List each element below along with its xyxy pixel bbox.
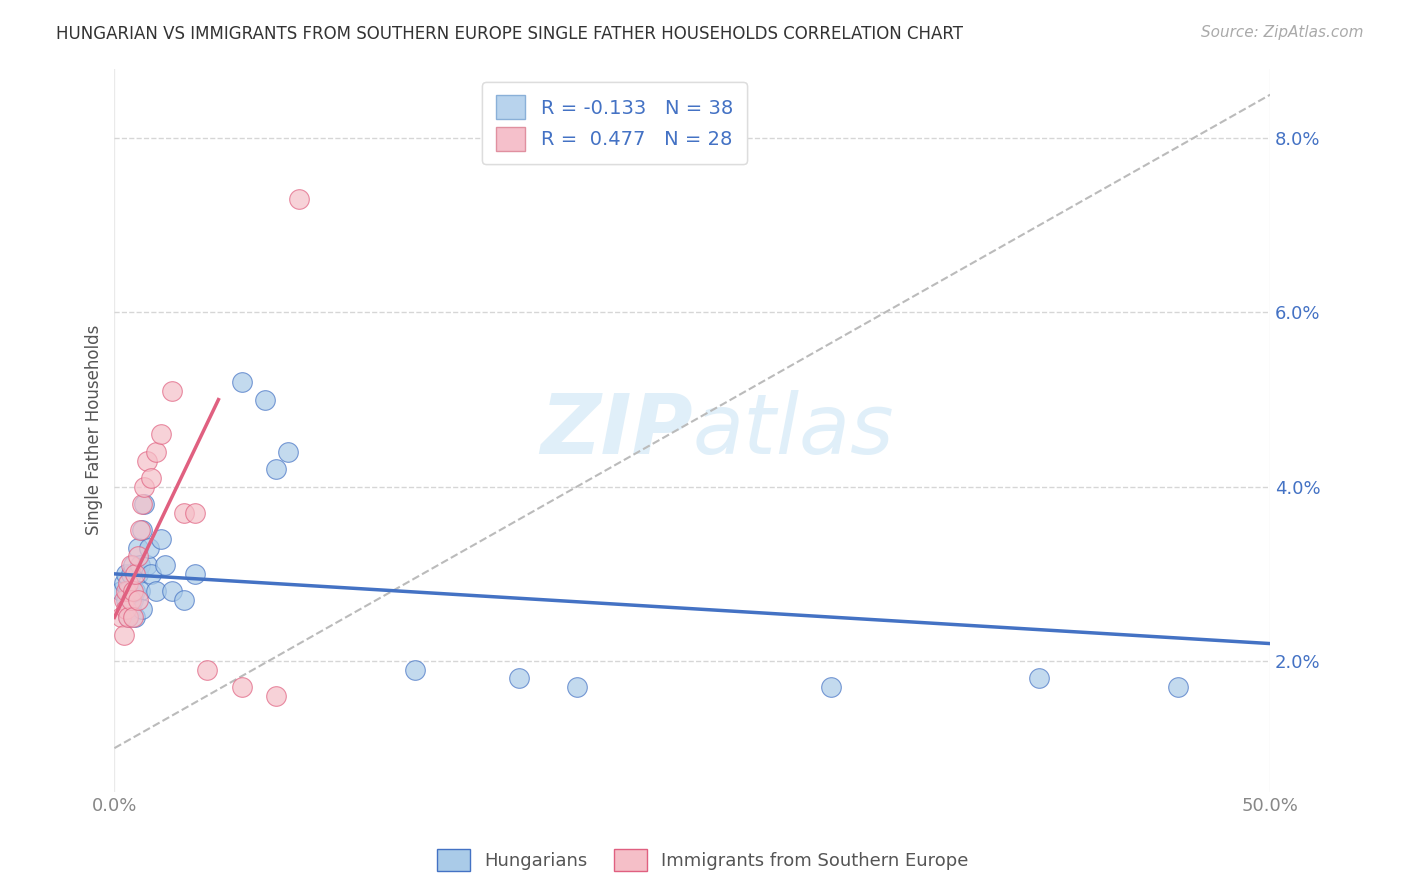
Point (508, 672, 530, 686)
Point (127, 549, 149, 564)
Point (128, 558, 150, 573)
Point (1028, 672, 1050, 686)
Point (127, 566, 149, 581)
Point (131, 497, 153, 511)
Point (128, 584, 150, 599)
Point (127, 541, 149, 555)
Point (145, 584, 167, 599)
Point (1167, 680, 1189, 694)
Point (160, 584, 183, 599)
Point (141, 471, 163, 485)
Point (135, 558, 157, 573)
Point (122, 584, 145, 599)
Text: HUNGARIAN VS IMMIGRANTS FROM SOUTHERN EUROPE SINGLE FATHER HOUSEHOLDS CORRELATIO: HUNGARIAN VS IMMIGRANTS FROM SOUTHERN EU… (56, 25, 963, 43)
Point (115, 601, 138, 615)
Point (138, 541, 160, 555)
Point (184, 506, 207, 520)
Point (173, 593, 195, 607)
Point (141, 566, 163, 581)
Point (127, 593, 149, 607)
Point (195, 663, 218, 677)
Text: Source: ZipAtlas.com: Source: ZipAtlas.com (1201, 25, 1364, 40)
Point (124, 584, 146, 599)
Point (124, 610, 146, 624)
Point (131, 601, 153, 615)
Point (155, 558, 177, 573)
Point (120, 558, 142, 573)
Point (110, 584, 132, 599)
Point (117, 575, 139, 590)
Point (253, 392, 276, 407)
Point (131, 524, 153, 538)
Point (120, 566, 142, 581)
Point (277, 445, 299, 459)
Point (122, 558, 145, 573)
Point (145, 445, 167, 459)
Point (122, 610, 145, 624)
Point (134, 497, 156, 511)
Point (264, 462, 287, 476)
Point (110, 610, 132, 624)
Point (117, 610, 139, 624)
Point (120, 601, 142, 615)
Point (231, 680, 253, 694)
Point (115, 566, 138, 581)
Point (124, 566, 146, 581)
Point (117, 584, 139, 599)
Point (160, 384, 183, 398)
Point (120, 593, 142, 607)
Point (288, 192, 311, 206)
Point (231, 375, 253, 389)
Point (112, 575, 135, 590)
Y-axis label: Single Father Households: Single Father Households (86, 325, 103, 535)
Point (115, 593, 138, 607)
Legend: R = -0.133   N = 38, R =  0.477   N = 28: R = -0.133 N = 38, R = 0.477 N = 28 (482, 82, 747, 164)
Point (115, 584, 138, 599)
Point (112, 593, 135, 607)
Point (184, 566, 207, 581)
Point (565, 680, 588, 694)
Text: ZIP: ZIP (540, 390, 692, 471)
Point (128, 524, 150, 538)
Point (149, 427, 172, 442)
Point (820, 680, 842, 694)
Point (122, 593, 145, 607)
Point (134, 480, 156, 494)
Point (264, 689, 287, 703)
Point (117, 610, 139, 624)
Point (173, 506, 195, 520)
Text: atlas: atlas (692, 390, 894, 471)
Point (112, 628, 135, 642)
Point (149, 532, 172, 546)
Legend: Hungarians, Immigrants from Southern Europe: Hungarians, Immigrants from Southern Eur… (430, 842, 976, 879)
Point (135, 453, 157, 467)
Point (404, 663, 426, 677)
